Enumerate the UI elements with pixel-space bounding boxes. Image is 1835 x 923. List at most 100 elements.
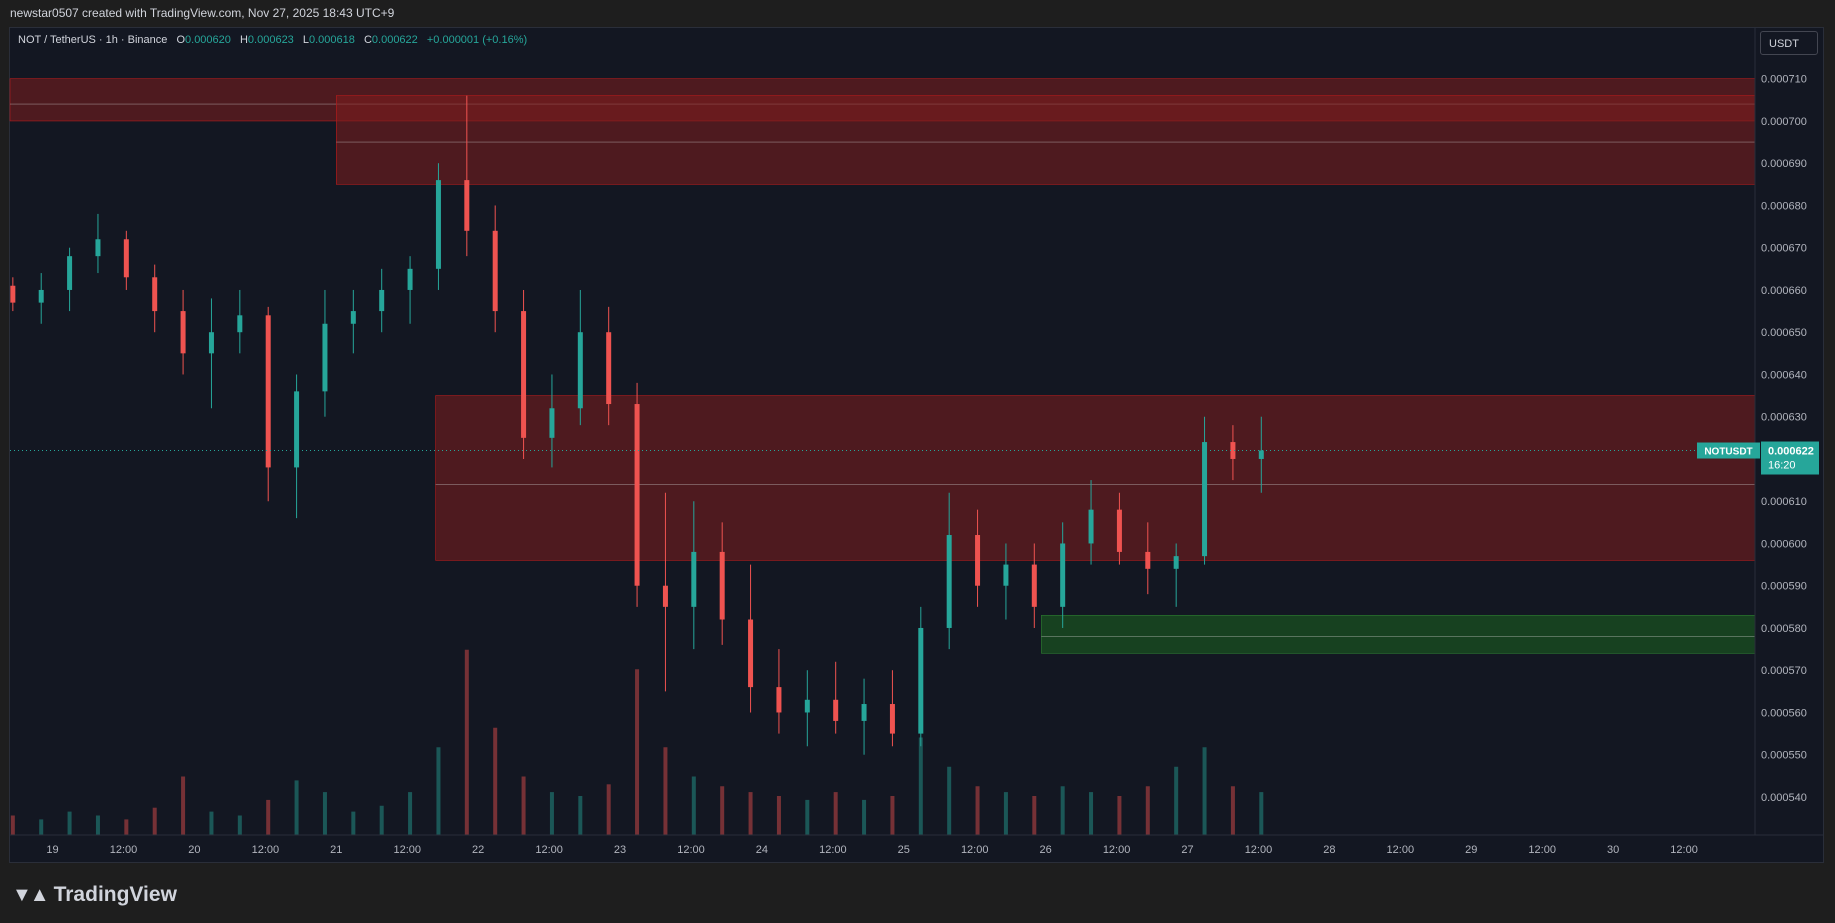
currency-button[interactable]: USDT (1760, 31, 1818, 55)
tradingview-logo[interactable]: ▼▲ TradingView (12, 883, 177, 907)
volume-bar (1060, 786, 1065, 835)
volume-bar (663, 747, 668, 835)
symbol-tag-text: NOTUSDT (1704, 447, 1752, 458)
volume-bar (862, 799, 867, 835)
x-tick-label: 12:00 (1245, 844, 1273, 856)
volume-bar (549, 792, 554, 835)
candle-body (719, 551, 725, 620)
volume-bar (294, 780, 299, 835)
volume-bar (1259, 792, 1264, 835)
volume-bar (408, 792, 413, 835)
volume-bar (1145, 786, 1150, 835)
candle-body (492, 230, 498, 312)
candle-body (1145, 551, 1151, 569)
volume-bar (152, 807, 157, 835)
candle-body (350, 311, 356, 324)
low-value: 0.000618 (309, 34, 355, 46)
y-tick-label: 0.000640 (1761, 369, 1807, 381)
candle-body (265, 315, 271, 468)
y-tick-label: 0.000580 (1761, 623, 1807, 635)
y-tick-label: 0.000630 (1761, 412, 1807, 424)
candle-body (322, 323, 328, 392)
candle-body (1230, 442, 1236, 459)
candle-body (662, 585, 668, 607)
price-tag-countdown: 16:20 (1768, 460, 1796, 472)
volume-bar (635, 669, 640, 835)
symbol-tag (1697, 442, 1760, 459)
volume-bar (351, 811, 356, 835)
candle-body (237, 315, 243, 333)
x-tick-label: 24 (756, 844, 768, 856)
candle-body (123, 239, 129, 278)
low-label: L (302, 34, 309, 46)
candle-body (691, 551, 697, 607)
volume-bar (947, 766, 952, 835)
x-tick-label: 22 (472, 844, 484, 856)
y-tick-label: 0.000560 (1761, 707, 1807, 719)
volume-bar (322, 792, 327, 835)
x-tick-label: 12:00 (535, 844, 563, 856)
x-tick-label: 12:00 (252, 844, 280, 856)
y-tick-label: 0.000540 (1761, 792, 1807, 804)
y-tick-label: 0.000670 (1761, 243, 1807, 255)
x-tick-label: 19 (46, 844, 58, 856)
volume-bar (39, 819, 44, 835)
volume-bar (237, 815, 242, 835)
y-tick-label: 0.000700 (1761, 116, 1807, 128)
candle-body (549, 408, 555, 438)
attribution-bar: newstar0507 created with TradingView.com… (0, 0, 1835, 27)
x-tick-label: 12:00 (677, 844, 705, 856)
candle-body (1258, 450, 1264, 459)
x-tick-label: 12:00 (393, 844, 421, 856)
price-tag-value: 0.000622 (1768, 446, 1814, 458)
candle-body (833, 699, 839, 721)
y-tick-label: 0.000550 (1761, 750, 1807, 762)
open-value: 0.000620 (185, 34, 231, 46)
volume-bar (1202, 747, 1207, 835)
candle-body (1031, 564, 1037, 607)
candle-body (577, 332, 583, 409)
volume-bar (493, 727, 498, 835)
candle-body (38, 289, 44, 303)
tradingview-logo-text: TradingView (53, 883, 177, 906)
y-tick-label: 0.000650 (1761, 327, 1807, 339)
supply-zone-1 (336, 95, 1756, 185)
y-tick-label: 0.000710 (1761, 74, 1807, 86)
x-tick-label: 12:00 (961, 844, 989, 856)
candle-body (464, 180, 470, 231)
volume-bar (748, 792, 753, 835)
candle-body (180, 311, 186, 354)
x-tick-label: 12:00 (110, 844, 138, 856)
candle-body (435, 180, 441, 269)
volume-bar (720, 786, 725, 835)
volume-bar (10, 815, 15, 835)
volume-bar (266, 799, 271, 835)
candle-body (1173, 556, 1179, 569)
candle-body (748, 619, 754, 688)
volume-bar (805, 799, 810, 835)
candle-body (606, 332, 612, 405)
candle-body (1202, 442, 1208, 557)
candle-body (294, 391, 300, 468)
y-tick-label: 0.000590 (1761, 581, 1807, 593)
attribution-text: newstar0507 created with TradingView.com… (10, 6, 395, 20)
volume-bar (1117, 796, 1122, 835)
volume-bar (833, 792, 838, 835)
candle-body (152, 277, 158, 312)
volume-bar (1032, 796, 1037, 835)
candle-body (776, 687, 782, 713)
symbol-label: NOT / TetherUS · 1h · Binance (18, 34, 168, 46)
candle-body (889, 704, 895, 734)
x-tick-label: 26 (1040, 844, 1052, 856)
volume-bar (1174, 766, 1179, 835)
volume-bar (521, 776, 526, 835)
x-tick-label: 29 (1465, 844, 1477, 856)
y-tick-label: 0.000680 (1761, 200, 1807, 212)
candle-body (521, 311, 527, 438)
y-tick-label: 0.000690 (1761, 158, 1807, 170)
high-label: H (239, 34, 248, 46)
change-value: +0.000001 (+0.16%) (426, 34, 528, 46)
candle-body (10, 285, 16, 303)
candle-body (1116, 509, 1122, 552)
